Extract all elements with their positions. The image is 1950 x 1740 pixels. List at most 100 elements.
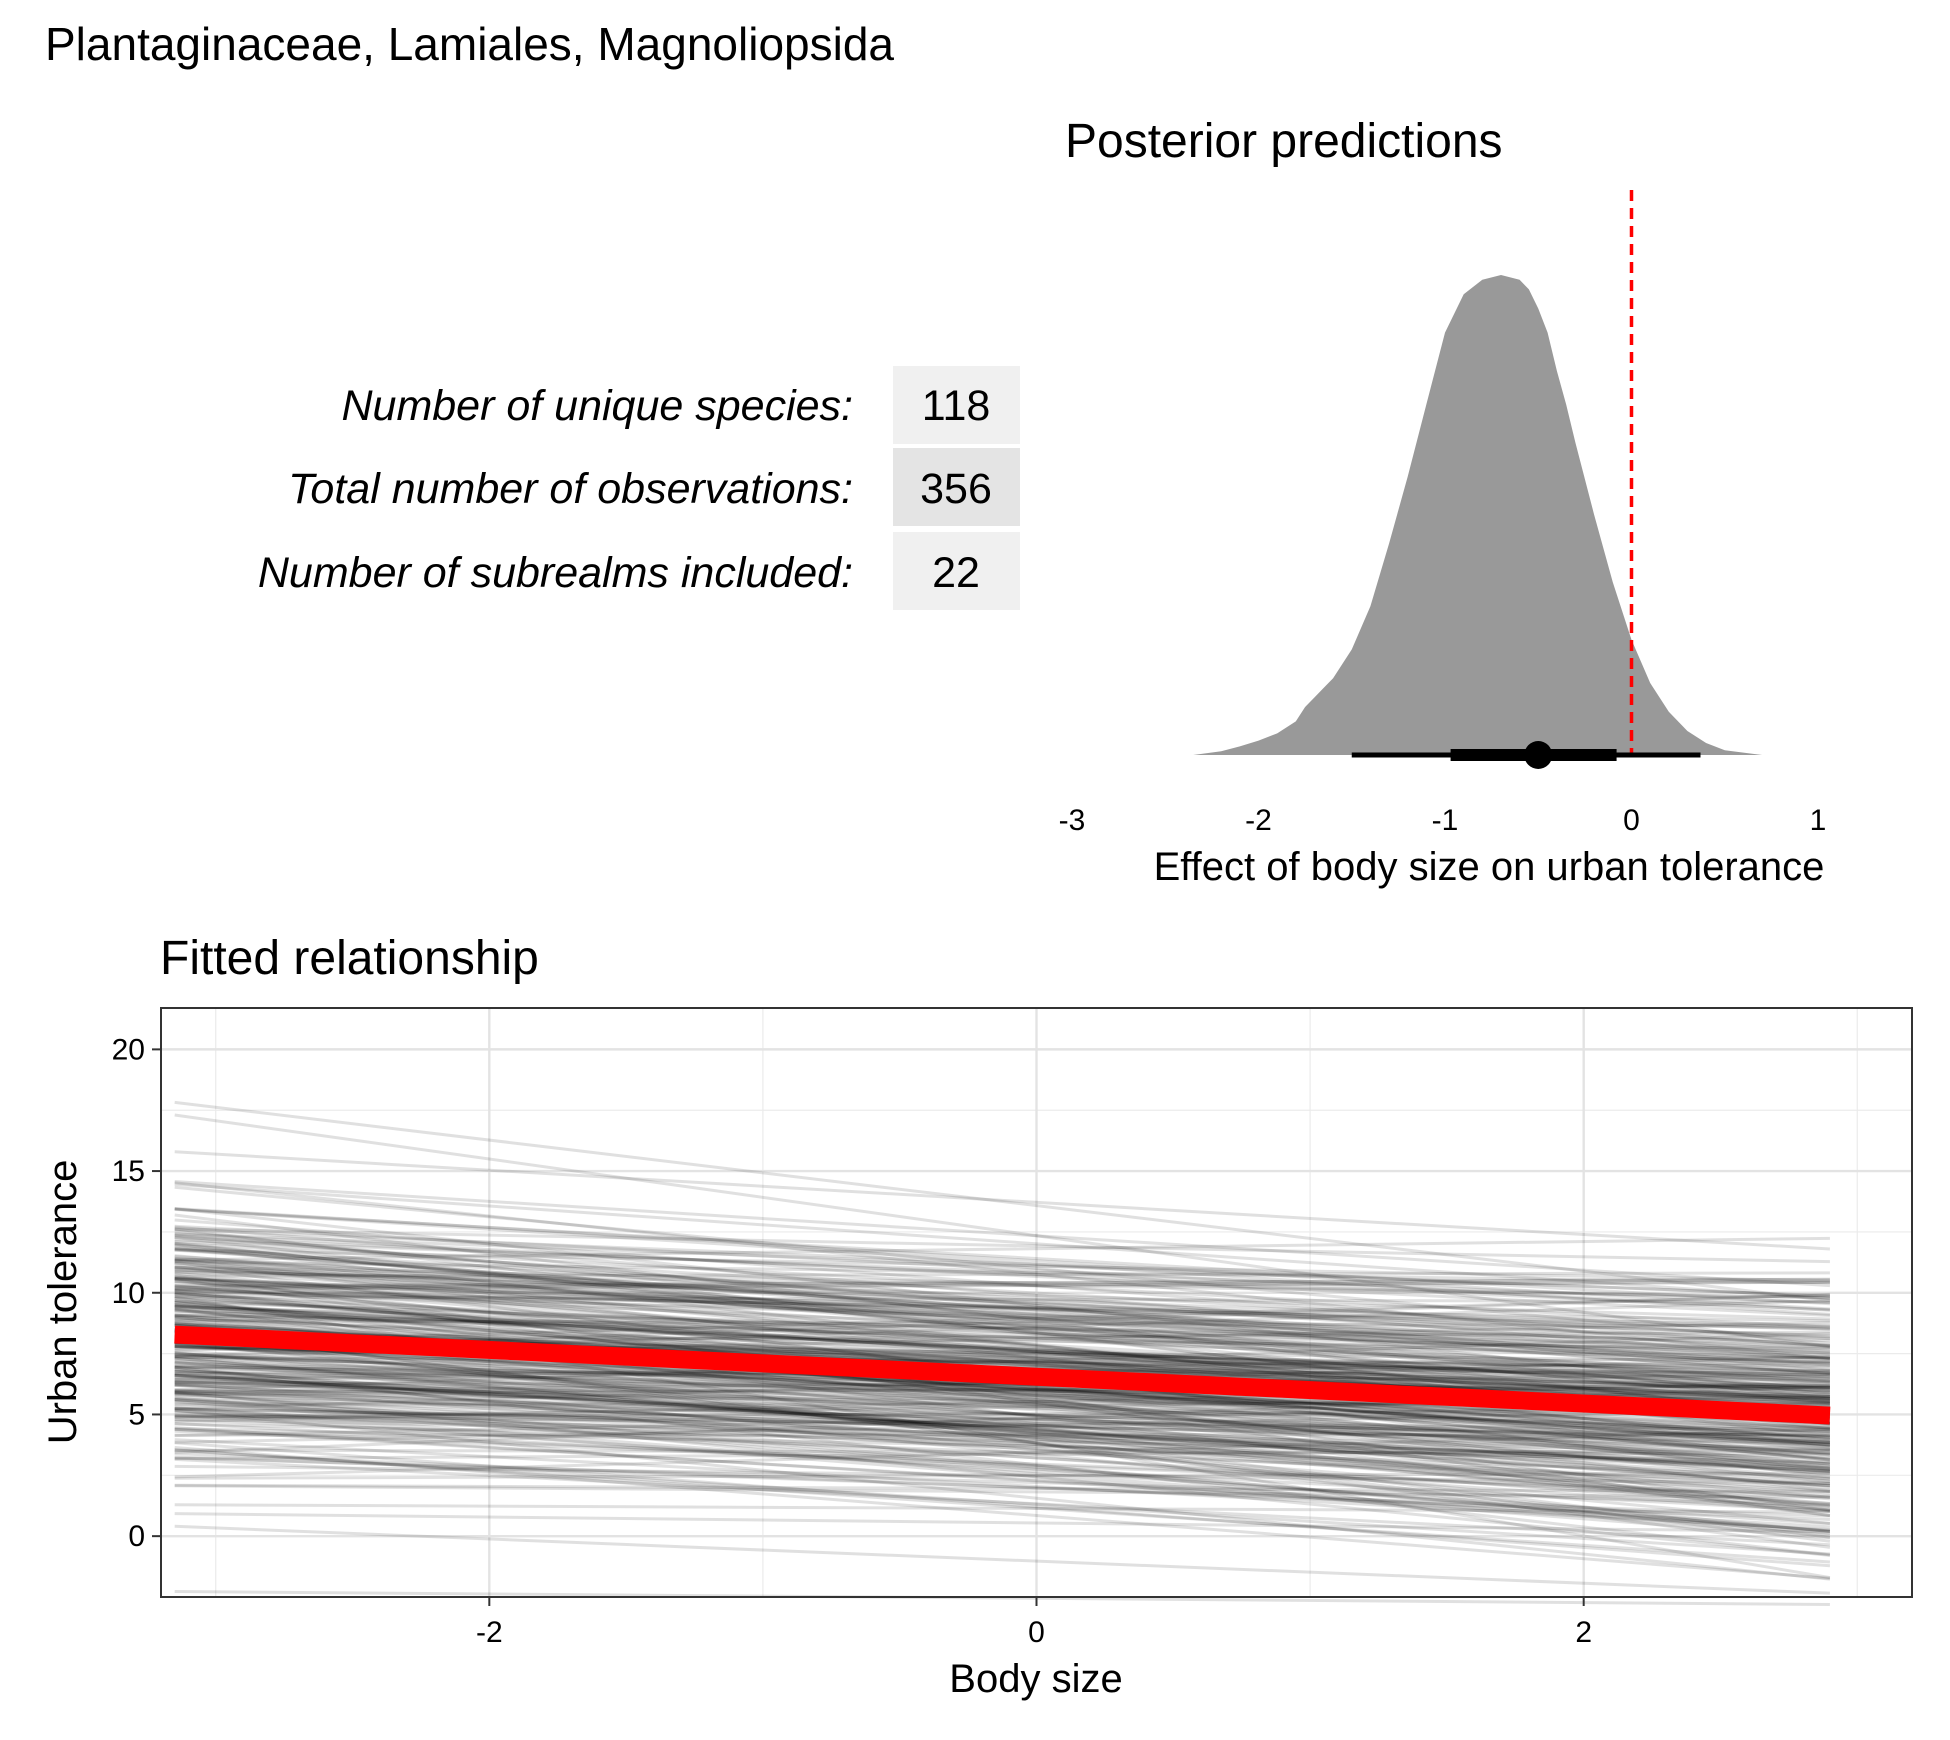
posterior-draw-line bbox=[174, 1373, 1831, 1486]
posterior-draw-line bbox=[174, 1329, 1831, 1549]
posterior-draw-line bbox=[174, 1354, 1831, 1511]
posterior-draw-line bbox=[174, 1279, 1831, 1383]
fit-y-axis-label: Urban tolerance bbox=[41, 1160, 85, 1445]
posterior-draw-line bbox=[174, 1259, 1831, 1391]
posterior-draw-line bbox=[174, 1248, 1830, 1283]
posterior-draw-line bbox=[174, 1418, 1830, 1486]
posterior-draw-line bbox=[174, 1512, 1830, 1534]
posterior-draw-line bbox=[174, 1113, 1831, 1349]
posterior-draw-line bbox=[174, 1369, 1830, 1434]
posterior-draw-line bbox=[174, 1181, 1831, 1360]
posterior-draw-line bbox=[174, 1313, 1830, 1360]
posterior-draw-line bbox=[174, 1304, 1830, 1389]
posterior-draw-line bbox=[174, 1407, 1830, 1438]
density-x-tick-label: -2 bbox=[1245, 804, 1272, 837]
posterior-draw-line bbox=[174, 1225, 1831, 1361]
posterior-draw-line bbox=[174, 1330, 1831, 1539]
posterior-draw-line bbox=[174, 1247, 1831, 1377]
posterior-draw-line bbox=[174, 1408, 1831, 1540]
posterior-draw-line bbox=[174, 1273, 1831, 1512]
posterior-draw-line bbox=[174, 1355, 1830, 1368]
posterior-draw-line bbox=[174, 1406, 1831, 1505]
posterior-draw-line bbox=[174, 1180, 1831, 1288]
posterior-draw-line bbox=[174, 1361, 1830, 1430]
posterior-draw-line bbox=[174, 1247, 1831, 1372]
posterior-draw-line bbox=[174, 1360, 1831, 1501]
fit-grid bbox=[161, 1008, 1912, 1597]
posterior-draw-line bbox=[174, 1309, 1830, 1388]
posterior-draw-line bbox=[174, 1281, 1830, 1331]
posterior-draw-line bbox=[174, 1369, 1831, 1534]
posterior-draw-line bbox=[174, 1236, 1831, 1426]
y-tick-label: 10 bbox=[112, 1277, 145, 1310]
posterior-draw-line bbox=[174, 1414, 1830, 1432]
posterior-draw-line bbox=[174, 1398, 1830, 1488]
posterior-draw-line bbox=[174, 1455, 1830, 1518]
posterior-draw-line bbox=[174, 1297, 1831, 1406]
posterior-draw-line bbox=[174, 1305, 1830, 1350]
posterior-draw-line bbox=[174, 1258, 1831, 1384]
posterior-draw-line bbox=[174, 1239, 1830, 1329]
posterior-draw-line bbox=[174, 1310, 1830, 1364]
table-cell-bg bbox=[893, 366, 1020, 444]
density-x-axis: -3 -2 -1 0 1 bbox=[1059, 804, 1827, 837]
posterior-draw-line bbox=[174, 1415, 1830, 1452]
posterior-draw-line bbox=[174, 1248, 1831, 1367]
posterior-draw-line bbox=[174, 1100, 1831, 1303]
posterior-draw-line bbox=[174, 1380, 1830, 1435]
posterior-draw-line bbox=[174, 1409, 1830, 1468]
fit-chart-title: Fitted relationship bbox=[160, 932, 539, 985]
posterior-draw-line bbox=[174, 1403, 1830, 1466]
density-x-tick-label: -3 bbox=[1059, 804, 1086, 837]
posterior-draw-line bbox=[174, 1261, 1831, 1448]
density-x-tick-label: 1 bbox=[1810, 804, 1827, 837]
posterior-draw-line bbox=[174, 1332, 1830, 1351]
posterior-draw-line bbox=[174, 1241, 1831, 1341]
posterior-draw-line bbox=[174, 1270, 1831, 1368]
posterior-draw-line bbox=[174, 1352, 1831, 1464]
posterior-draw-line bbox=[174, 1280, 1830, 1290]
posterior-draw-line bbox=[174, 1331, 1830, 1392]
posterior-draw-line bbox=[174, 1365, 1831, 1557]
x-tick-label: 0 bbox=[1028, 1616, 1045, 1649]
posterior-draw-line bbox=[174, 1247, 1831, 1353]
posterior-draw-line bbox=[174, 1373, 1831, 1473]
posterior-draw-line bbox=[174, 1390, 1831, 1557]
posterior-draw-line bbox=[174, 1260, 1830, 1285]
posterior-draw-line bbox=[174, 1265, 1830, 1300]
posterior-draw-line bbox=[174, 1227, 1830, 1264]
posterior-draw-line bbox=[174, 1232, 1830, 1298]
table-row-value: 356 bbox=[920, 465, 992, 513]
posterior-draw-line bbox=[174, 1317, 1830, 1384]
posterior-draw-line bbox=[174, 1381, 1830, 1431]
posterior-draw-line bbox=[174, 1390, 1830, 1470]
posterior-draw-line bbox=[174, 1313, 1830, 1354]
posterior-draw-line bbox=[174, 1341, 1831, 1508]
posterior-draw-line bbox=[174, 1405, 1831, 1537]
point-estimate bbox=[1524, 741, 1553, 769]
summary-table: Number of unique species: Total number o… bbox=[258, 366, 1020, 610]
posterior-draw-line bbox=[174, 1300, 1830, 1357]
posterior-draw-line bbox=[174, 1398, 1830, 1473]
posterior-draw-line bbox=[174, 1373, 1831, 1481]
posterior-draw-line bbox=[174, 1399, 1831, 1533]
x-tick-label: -2 bbox=[476, 1616, 503, 1649]
posterior-draw-line bbox=[174, 1268, 1830, 1330]
posterior-draw-line bbox=[174, 1448, 1831, 1564]
posterior-density-chart: Posterior predictions -3 -2 -1 0 1 Effect of… bbox=[1059, 115, 1874, 889]
posterior-draw-line bbox=[174, 1406, 1830, 1446]
posterior-draw-line bbox=[174, 1356, 1831, 1506]
posterior-draw-line bbox=[174, 1429, 1830, 1499]
y-tick-label: 0 bbox=[128, 1520, 145, 1553]
posterior-draw-line bbox=[174, 1218, 1831, 1348]
posterior-draw-line bbox=[174, 1360, 1831, 1466]
density-x-tick-label: 0 bbox=[1623, 804, 1640, 837]
mean-fit-line bbox=[174, 1325, 1831, 1425]
posterior-draw-line bbox=[174, 1427, 1830, 1498]
posterior-draw-line bbox=[174, 1365, 1831, 1525]
posterior-draw-line bbox=[174, 1292, 1830, 1381]
posterior-draw-line bbox=[174, 1427, 1831, 1529]
posterior-draw-line bbox=[174, 1411, 1830, 1479]
